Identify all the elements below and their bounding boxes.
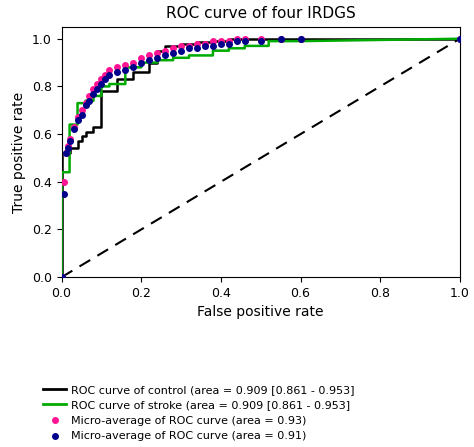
X-axis label: False positive rate: False positive rate bbox=[198, 305, 324, 320]
Title: ROC curve of four IRDGS: ROC curve of four IRDGS bbox=[166, 7, 356, 21]
Legend: ROC curve of control (area = 0.909 [0.861 - 0.953], ROC curve of stroke (area = : ROC curve of control (area = 0.909 [0.86… bbox=[44, 385, 355, 442]
Y-axis label: True positive rate: True positive rate bbox=[12, 92, 27, 212]
